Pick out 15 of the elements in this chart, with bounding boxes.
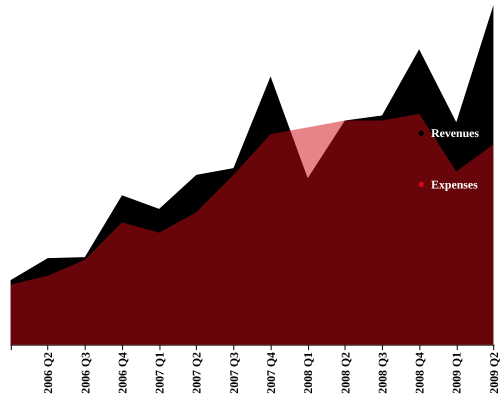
x-tick-label: 2007 Q3 (226, 352, 241, 394)
x-tick-label: 2006 Q3 (78, 352, 92, 394)
x-tick-label: 2008 Q3 (375, 352, 390, 394)
x-tick-label: 2006 Q2 (41, 352, 56, 394)
legend-label: Revenues (431, 126, 480, 140)
x-tick-label: 2007 Q1 (152, 352, 167, 394)
x-tick-label: 2006 Q4 (115, 352, 130, 394)
legend-label: Expenses (431, 177, 478, 192)
x-tick-label: 2007 Q2 (190, 352, 204, 394)
x-tick-label: 2009 Q2 (486, 352, 501, 394)
x-tick-label: 2008 Q2 (338, 352, 352, 394)
x-tick-label: 2009 Q1 (450, 352, 464, 394)
x-tick-label: 2008 Q1 (301, 352, 316, 394)
x-tick-label: 2007 Q4 (264, 352, 278, 394)
x-tick-label: 2008 Q4 (412, 352, 427, 394)
